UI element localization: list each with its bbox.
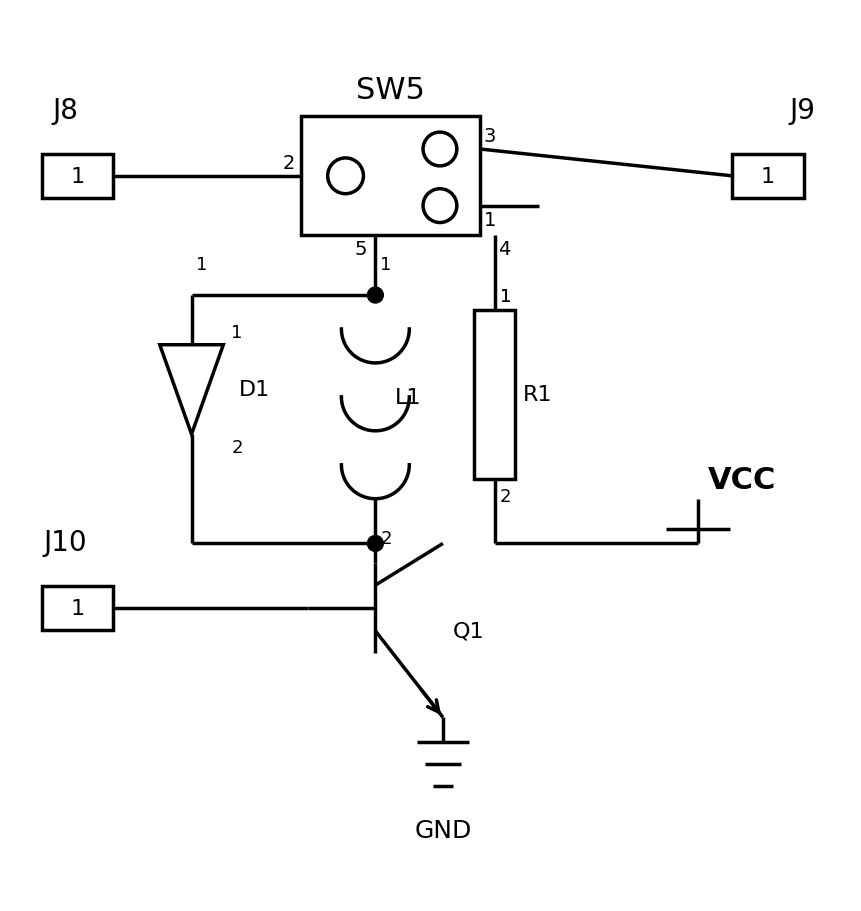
Text: 1: 1: [70, 167, 84, 187]
Text: J8: J8: [53, 97, 78, 125]
Bar: [474, 311, 515, 479]
Text: Q1: Q1: [452, 620, 484, 640]
Text: 5: 5: [355, 241, 367, 259]
Bar: [300, 118, 479, 236]
Text: SW5: SW5: [356, 77, 424, 105]
Text: 2: 2: [499, 487, 511, 506]
Text: J10: J10: [44, 528, 87, 557]
Text: 1: 1: [499, 288, 511, 305]
Text: 1: 1: [231, 323, 243, 342]
Circle shape: [367, 536, 383, 552]
Text: R1: R1: [522, 385, 551, 405]
Bar: [41, 155, 113, 199]
Text: 1: 1: [380, 256, 391, 274]
Circle shape: [367, 288, 383, 303]
Bar: [41, 587, 113, 630]
Text: L1: L1: [395, 387, 421, 407]
Text: 2: 2: [231, 438, 243, 456]
Text: 1: 1: [195, 256, 207, 274]
Text: J9: J9: [789, 97, 815, 125]
Text: 1: 1: [483, 210, 495, 230]
Text: 4: 4: [498, 241, 511, 259]
Text: VCC: VCC: [708, 466, 776, 494]
Text: GND: GND: [414, 818, 471, 842]
Text: 1: 1: [70, 599, 84, 619]
Text: 2: 2: [282, 154, 294, 173]
Text: D1: D1: [239, 380, 270, 400]
Text: 2: 2: [380, 529, 392, 547]
Polygon shape: [159, 345, 223, 435]
Text: 1: 1: [760, 167, 774, 187]
Text: 3: 3: [483, 127, 495, 146]
Bar: [731, 155, 802, 199]
Text: 1: 1: [499, 288, 511, 305]
